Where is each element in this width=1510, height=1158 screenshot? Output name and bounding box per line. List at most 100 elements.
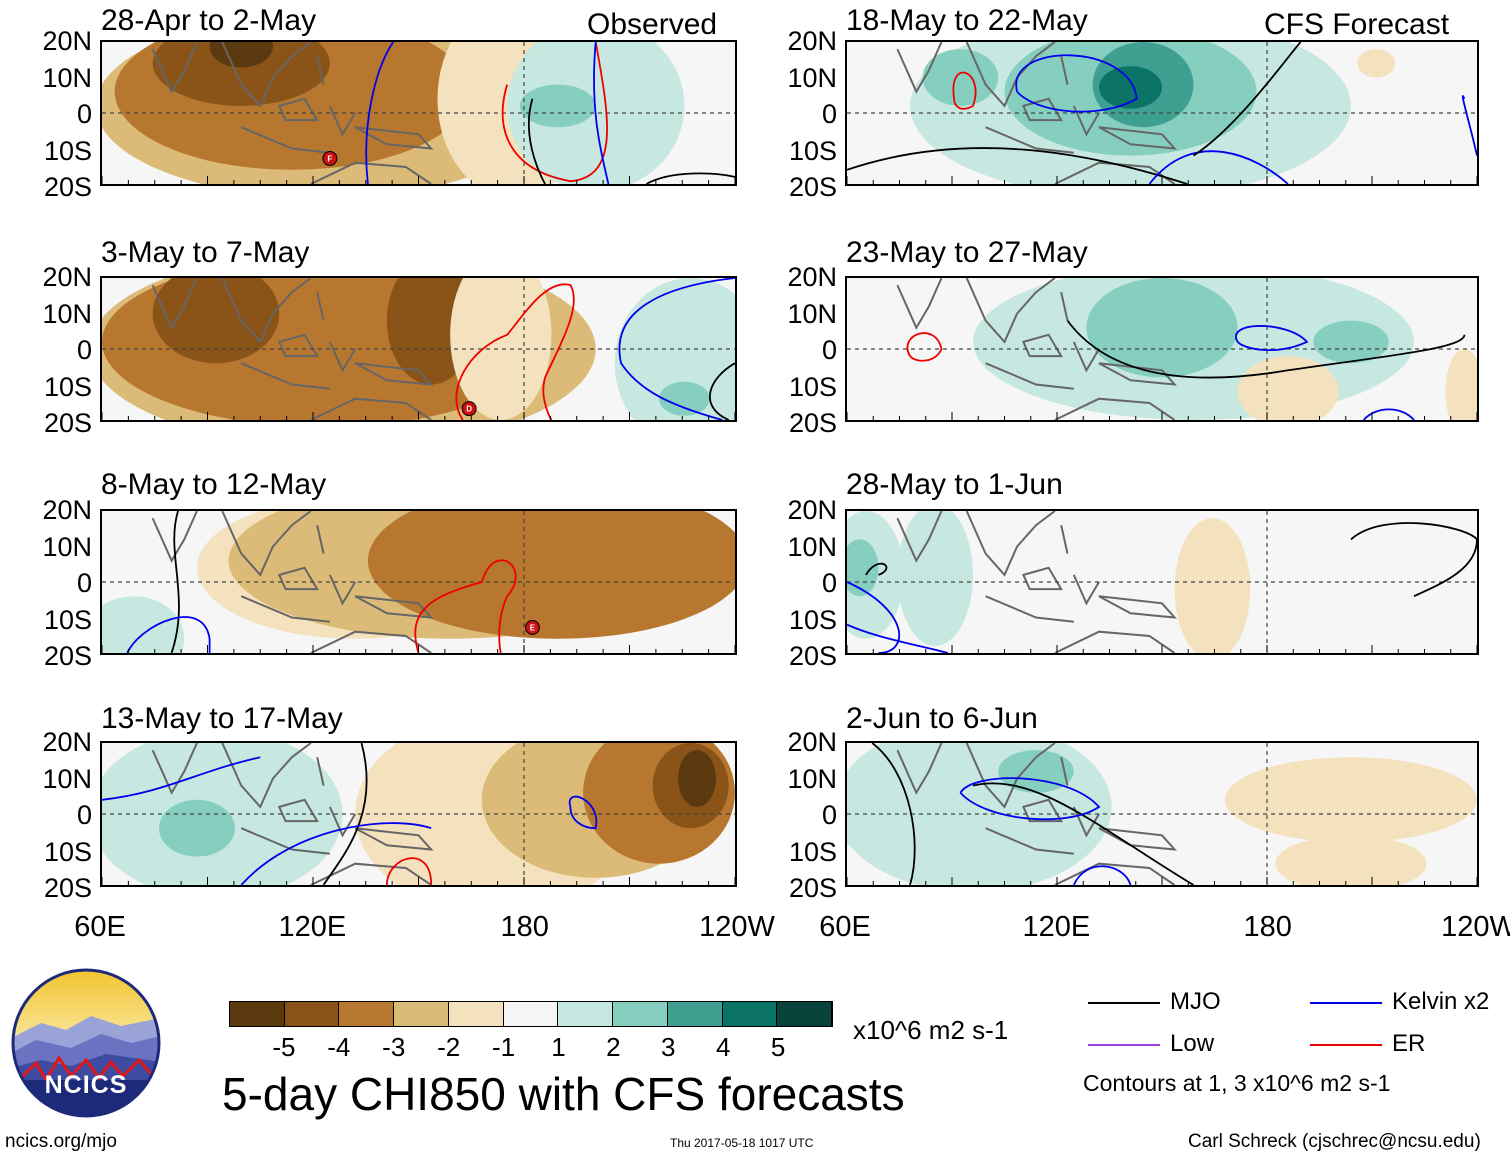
anomaly-shading <box>614 278 735 420</box>
lat-tick-label: 20S <box>788 641 837 671</box>
lat-tick-label: 10S <box>43 371 92 402</box>
wave-contour <box>593 42 610 184</box>
colorbar-cell <box>503 1002 559 1026</box>
colorbar-tick-label: 5 <box>770 1032 786 1062</box>
anomaly-map[interactable]: E <box>100 509 737 655</box>
lon-tick-label: 180 <box>1243 911 1292 943</box>
wave-contour <box>1362 408 1415 420</box>
colorbar-cell <box>394 1002 449 1026</box>
storm-marker: F <box>322 150 338 166</box>
lat-tick-label: 10S <box>788 135 837 166</box>
anomaly-map[interactable] <box>845 276 1479 422</box>
lat-tick-label: 20S <box>788 873 837 903</box>
lat-tick-label: 0 <box>821 568 837 598</box>
lat-tick-label: 10N <box>787 62 837 93</box>
legend-label-mjo: MJO <box>1170 988 1221 1015</box>
wave-contour <box>386 857 433 885</box>
panel-title: 2-Jun to 6-Jun <box>846 702 1038 735</box>
anomaly-shading <box>1445 349 1477 420</box>
colorbar-tick-label: -5 <box>272 1032 296 1062</box>
wave-contour <box>365 42 394 184</box>
wave-contour <box>1066 320 1466 379</box>
lat-tick-label: 20N <box>42 495 92 525</box>
legend-label-kelvin: Kelvin x2 <box>1392 988 1490 1015</box>
anomaly-map[interactable]: D <box>100 276 737 422</box>
lat-tick-label: 20S <box>43 408 92 438</box>
coastline <box>896 278 1178 420</box>
lat-tick-label: 0 <box>821 335 837 365</box>
lat-tick-label: 20S <box>43 873 92 903</box>
footer-timestamp: Thu 2017-05-18 1017 UTC <box>670 1136 814 1150</box>
panel-title: 28-May to 1-Jun <box>846 468 1063 501</box>
chart-title: 5-day CHI850 with CFS forecasts <box>222 1068 905 1120</box>
lat-tick-label: 0 <box>76 800 92 830</box>
wave-contour <box>170 511 180 653</box>
anomaly-shading <box>450 278 552 420</box>
colorbar-cell <box>667 1002 723 1026</box>
anomaly-map[interactable] <box>100 741 737 887</box>
wave-contour <box>568 795 598 830</box>
cfs-forecast-tag: CFS Forecast <box>1264 8 1450 41</box>
lon-tick-label: 60E <box>819 911 871 943</box>
wave-contour <box>847 581 901 653</box>
lat-tick-label: 0 <box>76 335 92 365</box>
lat-tick-label: 20S <box>43 172 92 202</box>
wave-contour <box>126 616 211 653</box>
anomaly-shading <box>1275 835 1427 885</box>
storm-label: F <box>327 154 332 163</box>
panel-title: 8-May to 12-May <box>101 468 327 501</box>
wave-contour <box>645 172 735 184</box>
coastline <box>151 511 434 653</box>
anomaly-map[interactable]: F <box>100 40 737 186</box>
lat-tick-label: 10N <box>42 298 92 329</box>
storm-marker: D <box>461 401 477 417</box>
lat-tick-label: 10S <box>788 604 837 635</box>
panel-title: 28-Apr to 2-May <box>101 4 317 37</box>
lat-tick-label: 20N <box>787 262 837 292</box>
lat-tick-label: 10N <box>787 298 837 329</box>
lat-tick-label: 10S <box>43 135 92 166</box>
colorbar-tick-label: 2 <box>606 1032 621 1062</box>
colorbar-tick-label: 4 <box>715 1032 731 1062</box>
anomaly-shading <box>678 750 717 807</box>
wave-contour <box>527 98 546 184</box>
anomaly-shading <box>152 278 280 364</box>
legend-line-mjo <box>1088 1002 1160 1004</box>
colorbar-cell <box>777 1002 832 1026</box>
wave-contour <box>102 756 261 801</box>
anomaly-shading <box>1086 278 1238 378</box>
legend-label-er: ER <box>1392 1030 1426 1057</box>
footer-author: Carl Schreck (cjschrec@ncsu.edu) <box>1188 1131 1481 1152</box>
colorbar-tick-label: -2 <box>437 1032 461 1062</box>
lat-tick-label: 20N <box>787 727 837 757</box>
colorbar <box>229 1001 833 1027</box>
lat-tick-label: 10S <box>788 371 837 402</box>
wave-contour <box>240 822 432 885</box>
anomaly-map[interactable] <box>845 741 1479 887</box>
coastline <box>151 42 434 184</box>
lat-tick-label: 10N <box>787 531 837 562</box>
panel-title: 18-May to 22-May <box>846 4 1088 37</box>
anomaly-shading <box>847 539 879 597</box>
wave-contour <box>1015 54 1138 113</box>
colorbar-cell <box>558 1002 614 1026</box>
colorbar-cell <box>339 1002 395 1026</box>
colorbar-cell <box>284 1002 340 1026</box>
lon-tick-label: 180 <box>500 911 549 943</box>
ncics-logo[interactable]: NCICS <box>11 968 161 1118</box>
wave-contour <box>1072 865 1132 885</box>
colorbar-tick-label: 3 <box>661 1032 676 1062</box>
wave-contour <box>618 278 735 420</box>
lat-tick-label: 10S <box>43 836 92 867</box>
lon-tick-label: 120E <box>278 911 347 943</box>
wave-contour <box>322 743 368 885</box>
lat-tick-label: 20S <box>43 641 92 671</box>
anomaly-map[interactable] <box>845 509 1479 655</box>
footer-url[interactable]: ncics.org/mjo <box>5 1131 117 1152</box>
panel-title: 13-May to 17-May <box>101 702 343 735</box>
anomaly-map[interactable] <box>845 40 1479 186</box>
coastline <box>896 511 1178 653</box>
units-label: x10^6 m2 s-1 <box>853 1015 1009 1045</box>
colorbar-tick-label: -4 <box>327 1032 351 1062</box>
lat-tick-label: 0 <box>821 99 837 129</box>
